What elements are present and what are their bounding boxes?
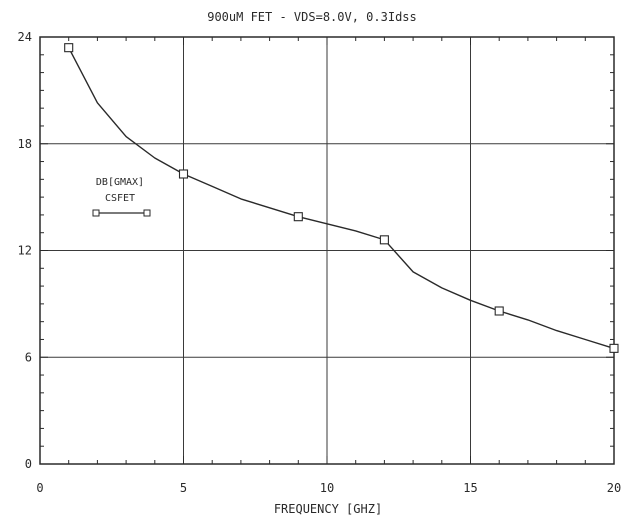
y-tick-label: 12 [18,244,32,258]
data-point-marker [494,306,504,316]
legend-line-1: DB[GMAX] [96,177,144,188]
x-tick-label: 5 [180,481,187,495]
data-point-marker [609,343,619,353]
x-tick-label: 20 [607,481,621,495]
series-layer [64,43,619,353]
y-tick-label: 24 [18,30,32,44]
chart-title: 900uM FET - VDS=8.0V, 0.3Idss [207,10,417,24]
y-tick-label: 6 [25,350,32,364]
y-tick-label: 18 [18,137,32,151]
grid-lines [40,37,614,464]
x-tick-label: 10 [320,481,334,495]
x-tick-label: 15 [463,481,477,495]
data-point-marker [64,43,74,53]
x-tick-label: 0 [36,481,43,495]
x-axis-label: FREQUENCY [GHZ] [274,502,382,516]
legend: DB[GMAX] CSFET [92,177,151,217]
y-tick-label: 0 [25,457,32,471]
axis-ticks: 0 5 10 15 20 0 6 12 18 24 [18,30,622,495]
legend-marker-right [143,209,151,217]
series-line [68,47,615,350]
data-point-marker [178,169,189,179]
data-point-marker [379,235,389,245]
legend-line-2: CSFET [105,193,135,204]
legend-marker-left [92,209,100,217]
data-point-marker [293,212,303,222]
